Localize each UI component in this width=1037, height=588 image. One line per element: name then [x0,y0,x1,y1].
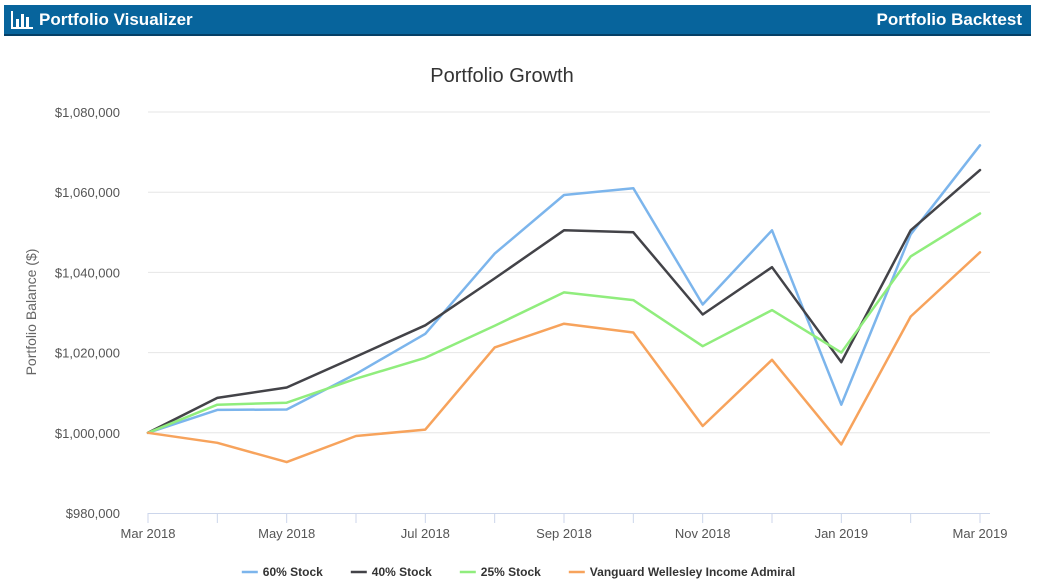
y-axis-title: Portfolio Balance ($) [23,249,39,376]
series-line-vanguard-wellesley-income-admiral[interactable] [146,251,982,464]
x-tick-label: Jul 2018 [401,526,450,541]
x-tick-label: May 2018 [258,526,315,541]
legend-item-40-stock[interactable]: 40% Stock [350,565,432,579]
y-axis: $980,000 $1,000,000 $1,020,000 $1,040,000 $1… [55,105,120,521]
legend: 60% Stock 40% Stock 25% Stock Vanguard Well… [241,565,795,579]
page-title: Portfolio Backtest [876,9,1022,29]
chart-title: Portfolio Growth [430,65,573,87]
legend-item-60-stock[interactable]: 60% Stock [241,565,323,579]
series-lines [146,144,982,464]
y-tick-label: $1,000,000 [55,426,120,441]
y-tick-label: $980,000 [66,506,120,521]
y-tick-label: $1,020,000 [55,346,120,361]
y-tick-label: $1,040,000 [55,265,120,280]
legend-label: 25% Stock [481,565,541,579]
x-tick-label: Mar 2018 [121,526,176,541]
x-tick-label: Jan 2019 [815,526,869,541]
legend-item-25-stock[interactable]: 25% Stock [459,565,541,579]
legend-item-vanguard-wellesley-income-admiral[interactable]: Vanguard Wellesley Income Admiral [568,565,795,579]
x-axis: Mar 2018 May 2018 Jul 2018 Sep 2018 Nov 2018… [121,513,1008,541]
app-title: Portfolio Visualizer [39,9,193,29]
series-line-60-stock[interactable] [146,144,982,435]
series-line-40-stock[interactable] [146,168,982,435]
legend-label: 60% Stock [263,565,323,579]
y-tick-label: $1,080,000 [55,105,120,120]
y-tick-label: $1,060,000 [55,185,120,200]
x-tick-label: Mar 2019 [953,526,1008,541]
bar-chart-icon [11,10,33,29]
legend-label: Vanguard Wellesley Income Admiral [590,565,795,579]
series-line-25-stock[interactable] [146,212,982,435]
brand-link[interactable]: Portfolio Visualizer [10,10,193,30]
x-tick-label: Sep 2018 [536,526,592,541]
gridlines [148,111,990,434]
legend-label: 40% Stock [372,565,432,579]
x-tick-label: Nov 2018 [675,526,731,541]
header-bar: Portfolio Visualizer Portfolio Backtest [4,5,1031,36]
